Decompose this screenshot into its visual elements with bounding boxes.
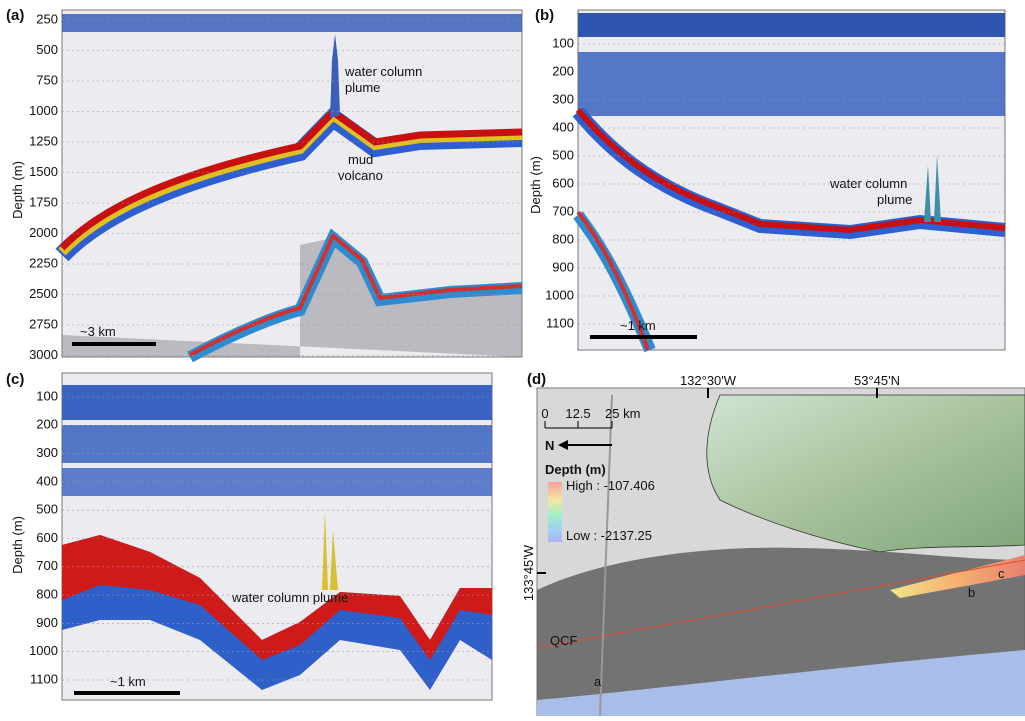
y-tick-label: 500 bbox=[36, 42, 58, 57]
y-tick-label: 1250 bbox=[29, 133, 58, 148]
y-tick-label: 400 bbox=[36, 473, 58, 488]
y-tick-label: 900 bbox=[36, 615, 58, 630]
y-tick-label: 300 bbox=[552, 91, 574, 106]
y-tick-label: 700 bbox=[36, 558, 58, 573]
y-tick-label: 100 bbox=[552, 35, 574, 50]
legend-low: Low : -2137.25 bbox=[566, 528, 652, 543]
lat-label: 53°45'N bbox=[854, 373, 900, 388]
panel-label: (b) bbox=[535, 7, 554, 24]
y-tick-label: 3000 bbox=[29, 347, 58, 362]
axis-label: Depth (m) bbox=[10, 516, 25, 574]
y-tick-label: 1500 bbox=[29, 164, 58, 179]
y-tick-label: 600 bbox=[36, 530, 58, 545]
legend-ramp bbox=[548, 482, 562, 542]
panel-label: (a) bbox=[6, 7, 24, 24]
surface-band bbox=[62, 14, 522, 32]
axis-label: Depth (m) bbox=[528, 156, 543, 214]
scale-label: 12.5 bbox=[565, 406, 590, 421]
annotation: water column plume bbox=[231, 590, 348, 605]
side-label: 133°45'W bbox=[521, 544, 536, 601]
y-tick-label: 800 bbox=[552, 231, 574, 246]
feature-label: QCF bbox=[550, 633, 578, 648]
y-tick-label: 900 bbox=[552, 259, 574, 274]
panel-c: (c) Depth (m) water column plume ~1 km bbox=[6, 371, 492, 700]
scale-label: ~3 km bbox=[80, 324, 116, 339]
scale-label: 0 bbox=[541, 406, 548, 421]
lon-label: 132°30'W bbox=[680, 373, 737, 388]
surface-band bbox=[578, 13, 1005, 37]
axis-label: Depth (m) bbox=[10, 161, 25, 219]
feature-label: a bbox=[594, 674, 602, 689]
y-tick-label: 100 bbox=[36, 388, 58, 403]
y-tick-label: 700 bbox=[552, 203, 574, 218]
legend-title: Depth (m) bbox=[545, 462, 606, 477]
scale-label: ~1 km bbox=[620, 318, 656, 333]
scattering-layer bbox=[62, 425, 492, 463]
y-tick-label: 2750 bbox=[29, 316, 58, 331]
feature-label: c bbox=[998, 566, 1005, 581]
y-tick-label: 200 bbox=[36, 417, 58, 432]
y-tick-label: 500 bbox=[552, 147, 574, 162]
y-tick-label: 1000 bbox=[545, 287, 574, 302]
panel-label: (c) bbox=[6, 371, 24, 388]
legend-high: High : -107.406 bbox=[566, 478, 655, 493]
y-tick-label: 2500 bbox=[29, 286, 58, 301]
scale-label: 25 km bbox=[605, 406, 640, 421]
figure: (a) Depth (m) water columnplume mudvolca… bbox=[0, 0, 1025, 716]
y-tick-label: 1100 bbox=[30, 671, 58, 686]
y-tick-label: 300 bbox=[36, 445, 58, 460]
scattering-layer bbox=[578, 52, 1005, 116]
panel-label: (d) bbox=[527, 371, 546, 388]
y-tick-label: 750 bbox=[36, 72, 58, 87]
panel-d: (d) 132°30'W 53°45'N 133°45'W 0 12.5 25 … bbox=[521, 371, 1025, 716]
y-tick-label: 200 bbox=[552, 63, 574, 78]
scattering-layer bbox=[62, 385, 492, 420]
y-tick-label: 1750 bbox=[29, 194, 58, 209]
feature-label: b bbox=[968, 585, 975, 600]
y-tick-label: 500 bbox=[36, 502, 58, 517]
scale-label: ~1 km bbox=[110, 674, 146, 689]
y-tick-label: 250 bbox=[36, 11, 58, 26]
y-tick-label: 400 bbox=[552, 119, 574, 134]
y-tick-label: 2000 bbox=[29, 225, 58, 240]
y-tick-label: 600 bbox=[552, 175, 574, 190]
y-tick-label: 800 bbox=[36, 587, 58, 602]
north-label: N bbox=[545, 438, 554, 453]
y-tick-label: 1100 bbox=[546, 315, 574, 330]
y-tick-label: 1000 bbox=[29, 103, 58, 118]
y-tick-label: 1000 bbox=[29, 643, 58, 658]
y-tick-label: 2250 bbox=[29, 255, 58, 270]
